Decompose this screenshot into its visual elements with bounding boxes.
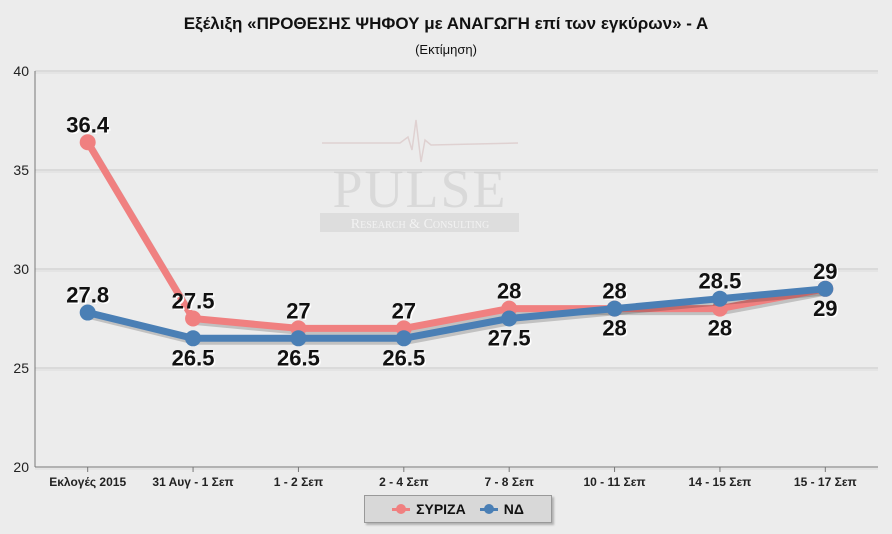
- x-tick-label-6: 14 - 15 Σεπ: [689, 475, 752, 489]
- series-1-label-shadow-5: 28: [604, 280, 628, 305]
- legend-swatch-nd: [479, 504, 498, 514]
- series-0-label-shadow-0: 36.4: [68, 114, 112, 139]
- legend-label-syriza: ΣΥΡΙΖΑ: [416, 501, 466, 517]
- x-tick-label-3: 2 - 4 Σεπ: [379, 475, 428, 489]
- series-1-label-3: 26.5: [382, 345, 425, 370]
- chart-subtitle: (Εκτίμηση): [415, 42, 477, 57]
- series-0-label-1: 27.5: [172, 289, 215, 314]
- watermark-tagline-box: [320, 213, 519, 232]
- series-0-label-shadow-7: 29: [815, 297, 839, 322]
- x-tick-label-5: 10 - 11 Σεπ: [584, 475, 646, 489]
- x-tick-label-2: 1 - 2 Σεπ: [274, 475, 323, 489]
- series-0-label-2: 27: [286, 298, 310, 323]
- series-0-label-5: 28: [602, 316, 626, 341]
- series-0-label-shadow-5: 28: [604, 317, 628, 342]
- series-0-label-4: 28: [497, 279, 521, 304]
- series-1-label-4: 27.5: [488, 326, 531, 351]
- y-tick-label-30: 30: [13, 261, 29, 277]
- series-1-point-0: [79, 304, 96, 321]
- series-0-point-1: [185, 310, 202, 327]
- series-1-label-0: 27.8: [66, 283, 109, 308]
- x-tick-label-0: Εκλογές 2015: [49, 475, 126, 489]
- y-tick-label-40: 40: [13, 63, 29, 79]
- series-1-point-7: [817, 280, 834, 297]
- series-line-0: [84, 138, 829, 332]
- series-1-label-shadow-1: 26.5: [173, 347, 216, 372]
- series-1-label-shadow-0: 27.8: [68, 284, 111, 309]
- series-1-point-5: [606, 300, 623, 317]
- watermark-tagline: Research & Consulting: [351, 217, 489, 232]
- series-1-point-6: [711, 290, 728, 307]
- series-0-label-shadow-1: 27.5: [173, 290, 216, 315]
- series-0-label-3: 27: [392, 298, 416, 323]
- series-1-point-3: [395, 330, 412, 347]
- x-tick-label-1: 31 Αυγ - 1 Σεπ: [152, 475, 233, 489]
- series-1-label-7: 29: [813, 259, 837, 284]
- series-1-label-1: 26.5: [172, 345, 215, 370]
- series-1-point-1: [185, 330, 202, 347]
- series-1-label-shadow-4: 27.5: [489, 327, 532, 352]
- series-1-point-2: [290, 330, 307, 347]
- series-0-label-shadow-2: 27: [288, 300, 312, 325]
- series-1-label-shadow-6: 28.5: [700, 270, 743, 295]
- watermark-brand: PULSE: [332, 159, 507, 219]
- legend-dot-syriza: [396, 504, 407, 514]
- pulse-watermark: PULSE Research & Consulting: [320, 119, 519, 232]
- legend-dot-nd: [483, 504, 494, 514]
- x-tick-label-4: 7 - 8 Σεπ: [484, 475, 533, 489]
- series-1-label-5: 28: [602, 279, 626, 304]
- axes: 20 25 30 35 40 Εκλογές 2015 31 Αυγ - 1 Σεπ 1 - …: [13, 63, 878, 489]
- legend-label-nd: ΝΔ: [503, 501, 524, 517]
- series-0-label-7: 29: [813, 296, 837, 321]
- series-group: [79, 134, 834, 347]
- series-0-label-6: 28: [708, 316, 732, 341]
- x-tick-label-7: 15 - 17 Σεπ: [794, 475, 857, 489]
- series-1-label-2: 26.5: [277, 345, 320, 370]
- series-0-label-0: 36.4: [66, 112, 110, 137]
- series-1-label-6: 28.5: [699, 269, 742, 294]
- series-line-1: [84, 285, 829, 342]
- series-0-label-shadow-6: 28: [709, 317, 733, 342]
- series-1-point-4: [501, 310, 518, 327]
- legend-item-syriza[interactable]: ΣΥΡΙΖΑ: [392, 501, 466, 517]
- series-0-point-0: [79, 134, 96, 151]
- y-tick-label-35: 35: [13, 162, 29, 178]
- legend-item-nd[interactable]: ΝΔ: [479, 501, 524, 517]
- watermark-pulse-line-icon: [322, 119, 519, 163]
- series-0-label-shadow-3: 27: [393, 300, 417, 325]
- y-tick-label-20: 20: [13, 459, 29, 475]
- legend: ΣΥΡΙΖΑ ΝΔ: [364, 495, 552, 523]
- series-1-label-shadow-2: 26.5: [279, 347, 322, 372]
- series-1-label-shadow-7: 29: [815, 260, 839, 285]
- y-tick-label-25: 25: [13, 360, 29, 376]
- series-0-label-shadow-4: 28: [498, 280, 522, 305]
- chart-title: Εξέλιξη «ΠΡΟΘΕΣΗΣ ΨΗΦΟΥ με ΑΝΑΓΩΓΗ επί τ…: [183, 14, 709, 33]
- series-1-label-shadow-3: 26.5: [384, 347, 427, 372]
- legend-swatch-syriza: [392, 504, 411, 514]
- gridlines: [35, 70, 878, 470]
